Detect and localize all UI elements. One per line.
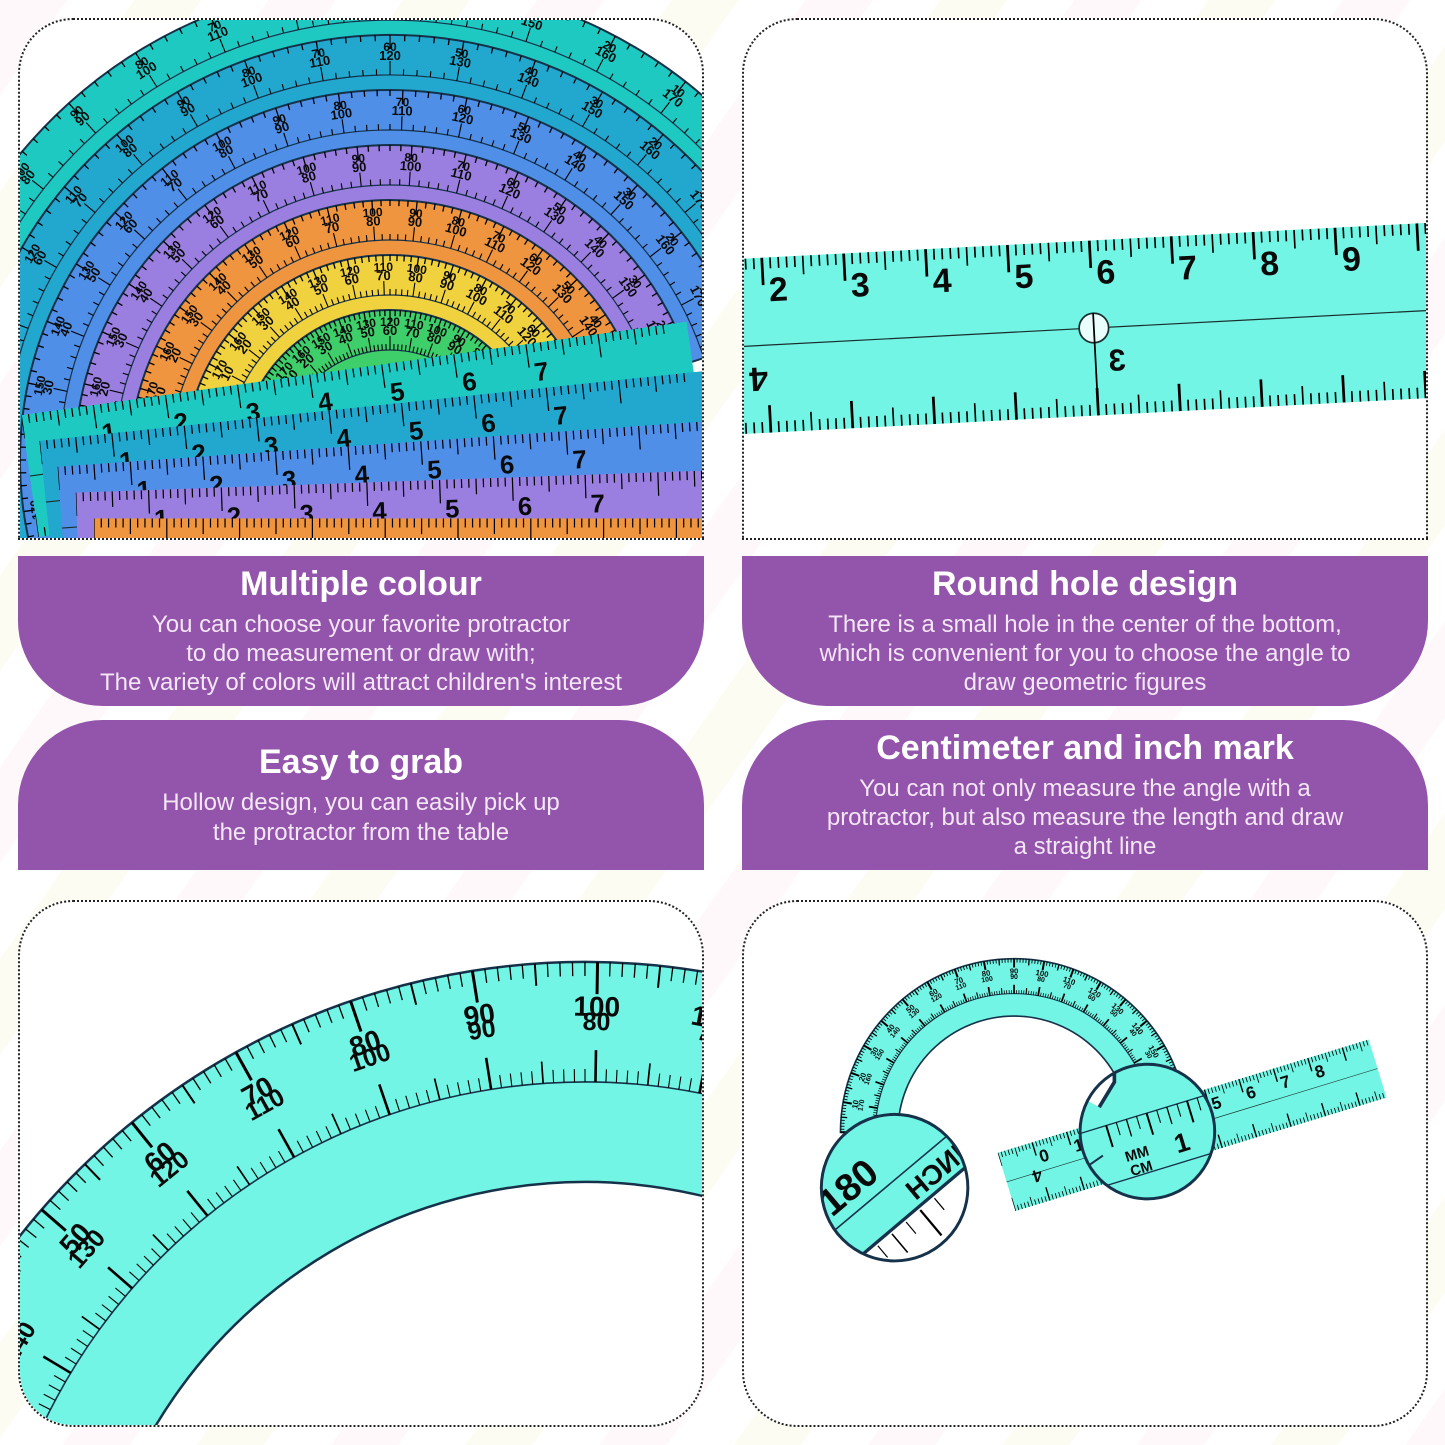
svg-text:4: 4 bbox=[932, 262, 953, 301]
svg-text:4: 4 bbox=[748, 359, 769, 398]
svg-text:80: 80 bbox=[582, 1008, 610, 1036]
svg-text:6: 6 bbox=[1095, 253, 1116, 292]
svg-text:8: 8 bbox=[1259, 245, 1280, 284]
svg-text:5: 5 bbox=[1014, 257, 1035, 296]
svg-text:90: 90 bbox=[466, 1014, 498, 1046]
svg-text:9: 9 bbox=[1341, 240, 1362, 279]
svg-text:90: 90 bbox=[1010, 974, 1018, 981]
svg-text:80: 80 bbox=[1037, 976, 1046, 984]
svg-text:7: 7 bbox=[1177, 249, 1198, 288]
svg-text:3: 3 bbox=[1108, 343, 1127, 378]
svg-text:2: 2 bbox=[768, 270, 789, 309]
svg-text:3: 3 bbox=[850, 266, 871, 305]
